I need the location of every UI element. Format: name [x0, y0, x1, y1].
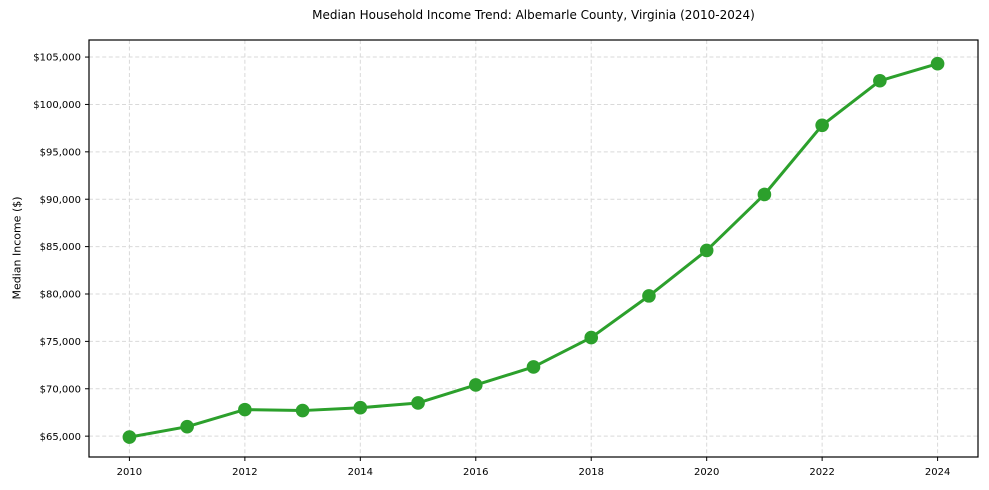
y-tick-label: $65,000	[40, 432, 81, 443]
x-tick-label: 2020	[694, 467, 719, 478]
data-point-marker	[353, 400, 368, 415]
y-tick-label: $85,000	[40, 242, 81, 253]
trend-line	[127, 62, 940, 439]
data-point-marker	[238, 402, 252, 417]
y-tick-label: $80,000	[40, 290, 81, 301]
y-tick-label: $105,000	[33, 53, 81, 64]
y-tick-label: $90,000	[40, 195, 81, 206]
data-point-marker	[757, 187, 772, 202]
data-point-marker	[526, 360, 541, 374]
data-point-marker	[122, 430, 137, 444]
data-point-marker	[930, 56, 945, 71]
data-point-marker	[699, 243, 714, 258]
x-tick-label: 2018	[579, 467, 604, 478]
x-tick-label: 2016	[463, 467, 488, 478]
x-tick-label: 2014	[348, 467, 373, 478]
data-point-marker	[873, 73, 887, 88]
y-tick-label: $100,000	[33, 100, 81, 111]
x-tick-label: 2024	[925, 467, 950, 478]
y-axis-label: Median Income ($)	[10, 196, 24, 300]
chart-title: Median Household Income Trend: Albemarle…	[312, 8, 755, 22]
data-point-marker	[815, 118, 829, 133]
data-point-marker	[642, 289, 656, 303]
data-point-marker	[180, 419, 194, 434]
x-tick-label: 2010	[117, 467, 142, 478]
y-tick-label: $70,000	[40, 384, 81, 395]
x-tick-label: 2012	[232, 467, 257, 478]
y-tick-label: $95,000	[40, 147, 81, 158]
data-point-marker	[584, 330, 599, 345]
y-tick-label: $75,000	[40, 337, 81, 348]
x-tick-label: 2022	[809, 467, 834, 478]
plot-border	[88, 39, 979, 458]
data-point-marker	[295, 403, 310, 418]
data-point-marker	[468, 378, 483, 392]
data-point-marker	[411, 396, 425, 410]
